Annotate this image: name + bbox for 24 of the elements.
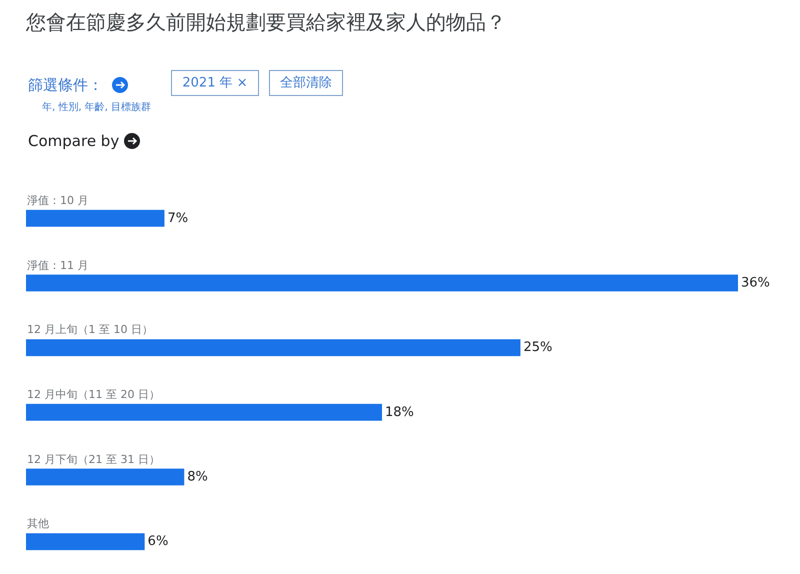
bar: [26, 274, 738, 292]
bar: [26, 468, 184, 486]
data-label: 7%: [167, 210, 188, 226]
text: 2021 年 ×: [182, 76, 248, 90]
bar: [26, 404, 382, 421]
y-tick-label: 其他: [27, 517, 49, 530]
y-tick-label: 12 月下旬（21 至 31 日）: [27, 453, 160, 466]
y-tick-label: 12 月上旬（1 至 10 日）: [27, 323, 153, 336]
bar: [26, 533, 145, 550]
y-tick-label: 淨值：11 月: [27, 259, 88, 272]
data-label: 8%: [187, 470, 208, 484]
bar: [26, 339, 520, 356]
text: 篩選條件：: [28, 76, 103, 94]
y-tick-label: 12 月中旬（11 至 20 日）: [27, 388, 160, 401]
data-label: 36%: [741, 276, 770, 290]
data-label: 25%: [523, 340, 552, 356]
y-tick-label: 淨值：10 月: [27, 194, 88, 207]
text: 年, 性別, 年齡, 目標族群: [42, 101, 152, 113]
data-label: 18%: [385, 404, 414, 420]
bar: [26, 210, 164, 227]
chart-title: 您會在節慶多久前開始規劃要買給家裡及家人的物品？: [25, 10, 506, 34]
text: Compare by: [28, 132, 120, 150]
data-label: 6%: [148, 534, 168, 550]
text: 全部清除: [280, 76, 332, 90]
